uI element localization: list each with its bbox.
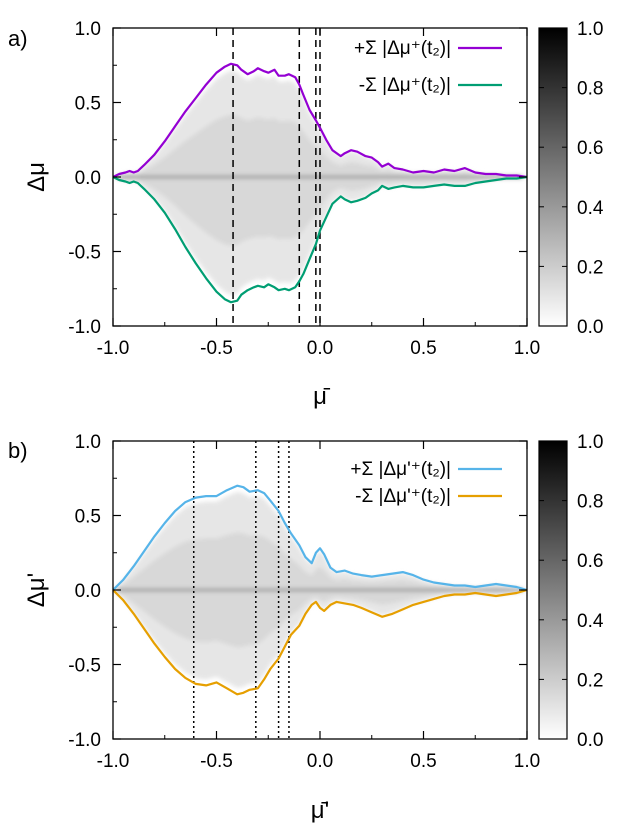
colorbar-a-gradient <box>538 27 568 327</box>
panel-a-xticks: -1.0 -0.5 0.0 0.5 1.0 <box>97 28 540 359</box>
panel-a-yticks: -1.0 -0.5 0.0 0.5 1.0 <box>68 19 527 338</box>
ytick-label-a-3: 0.5 <box>75 94 101 115</box>
xtick-label-b-4: 1.0 <box>514 751 540 772</box>
ytick-label-a-4: 1.0 <box>75 19 101 40</box>
cbtick-label-b-3: 0.6 <box>577 551 603 572</box>
xtick-label-b-3: 0.5 <box>410 751 436 772</box>
series-a-2-line <box>112 175 528 304</box>
density-a-inner <box>113 114 527 246</box>
legend-b-series-1-label: +Σ |Δμ'⁺(t₂)| <box>350 459 451 480</box>
cbtick-label-a-2: 0.4 <box>577 198 604 219</box>
panel-a-series <box>112 62 528 304</box>
ytick-label-b-2: 0.0 <box>75 581 101 602</box>
ytick-label-b-1: -0.5 <box>68 656 101 677</box>
cbtick-label-b-0: 0.0 <box>577 730 603 751</box>
panel-a-label: a) <box>8 26 28 51</box>
panel-b-xlabel: μ̄' <box>311 797 329 824</box>
panel-b-legend: +Σ |Δμ'⁺(t₂)| -Σ |Δμ'⁺(t₂)| <box>350 459 502 507</box>
colorbar-a-ticks: 0.0 0.2 0.4 0.6 0.8 1.0 <box>539 19 604 338</box>
ytick-label-b-3: 0.5 <box>75 507 101 528</box>
panel-b-yticks: -1.0 -0.5 0.0 0.5 1.0 <box>68 432 527 751</box>
series-a-1-line <box>112 62 528 179</box>
series-b-2-line <box>112 588 528 696</box>
panel-b-series <box>112 484 528 696</box>
panel-a-colorbar: 0.0 0.2 0.4 0.6 0.8 1.0 <box>538 19 604 338</box>
ytick-label-b-0: -1.0 <box>68 730 101 751</box>
cbtick-label-a-5: 1.0 <box>577 19 603 40</box>
cbtick-label-a-0: 0.0 <box>577 317 603 338</box>
legend-a-series-1-label: +Σ |Δμ⁺(t₂)| <box>354 38 451 59</box>
xtick-label-b-0: -1.0 <box>97 751 130 772</box>
panel-a-legend: +Σ |Δμ⁺(t₂)| -Σ |Δμ⁺(t₂)| <box>354 38 502 96</box>
cbtick-label-b-2: 0.4 <box>577 611 604 632</box>
cbtick-label-a-4: 0.8 <box>577 79 603 100</box>
xtick-label-a-3: 0.5 <box>410 338 436 359</box>
panel-b-density <box>113 492 527 688</box>
panel-b-colorbar: 0.0 0.2 0.4 0.6 0.8 1.0 <box>538 432 604 751</box>
ytick-label-a-0: -1.0 <box>68 317 101 338</box>
colorbar-b-gradient <box>538 440 568 740</box>
panel-b-xticks: -1.0 -0.5 0.0 0.5 1.0 <box>97 441 540 772</box>
legend-b-series-2-label: -Σ |Δμ'⁺(t₂)| <box>355 486 451 507</box>
panel-a-ylabel: Δμ <box>23 162 50 192</box>
cbtick-label-b-1: 0.2 <box>577 670 603 691</box>
xtick-label-a-2: 0.0 <box>307 338 333 359</box>
cbtick-label-a-3: 0.6 <box>577 138 603 159</box>
cbtick-label-a-1: 0.2 <box>577 257 603 278</box>
ytick-label-a-2: 0.0 <box>75 168 101 189</box>
xtick-label-b-2: 0.0 <box>307 751 333 772</box>
panel-a-xlabel: μ̄ <box>313 383 331 410</box>
legend-a-series-2-label: -Σ |Δμ⁺(t₂)| <box>359 75 451 96</box>
xtick-label-a-4: 1.0 <box>514 338 540 359</box>
series-b-1-line <box>112 484 528 592</box>
cbtick-label-b-5: 1.0 <box>577 432 603 453</box>
xtick-label-a-1: -0.5 <box>200 338 233 359</box>
panel-a: a) -1.0 -0.5 0.0 0.5 1.0 -1.0 -0.5 0.0 0.5 1.0 μ… <box>8 19 604 410</box>
panel-b-ylabel: Δμ' <box>23 573 50 607</box>
cbtick-label-b-4: 0.8 <box>577 492 603 513</box>
xtick-label-b-1: -0.5 <box>200 751 233 772</box>
ytick-label-a-1: -0.5 <box>68 243 101 264</box>
ytick-label-b-4: 1.0 <box>75 432 101 453</box>
colorbar-b-ticks: 0.0 0.2 0.4 0.6 0.8 1.0 <box>539 432 604 751</box>
panel-a-vlines <box>232 28 321 326</box>
xtick-label-a-0: -1.0 <box>97 338 130 359</box>
panel-b: b) -1.0 -0.5 0.0 0.5 1.0 -1.0 -0.5 0.0 0.5 1.0 μ… <box>8 432 604 824</box>
panel-b-label: b) <box>8 438 28 463</box>
